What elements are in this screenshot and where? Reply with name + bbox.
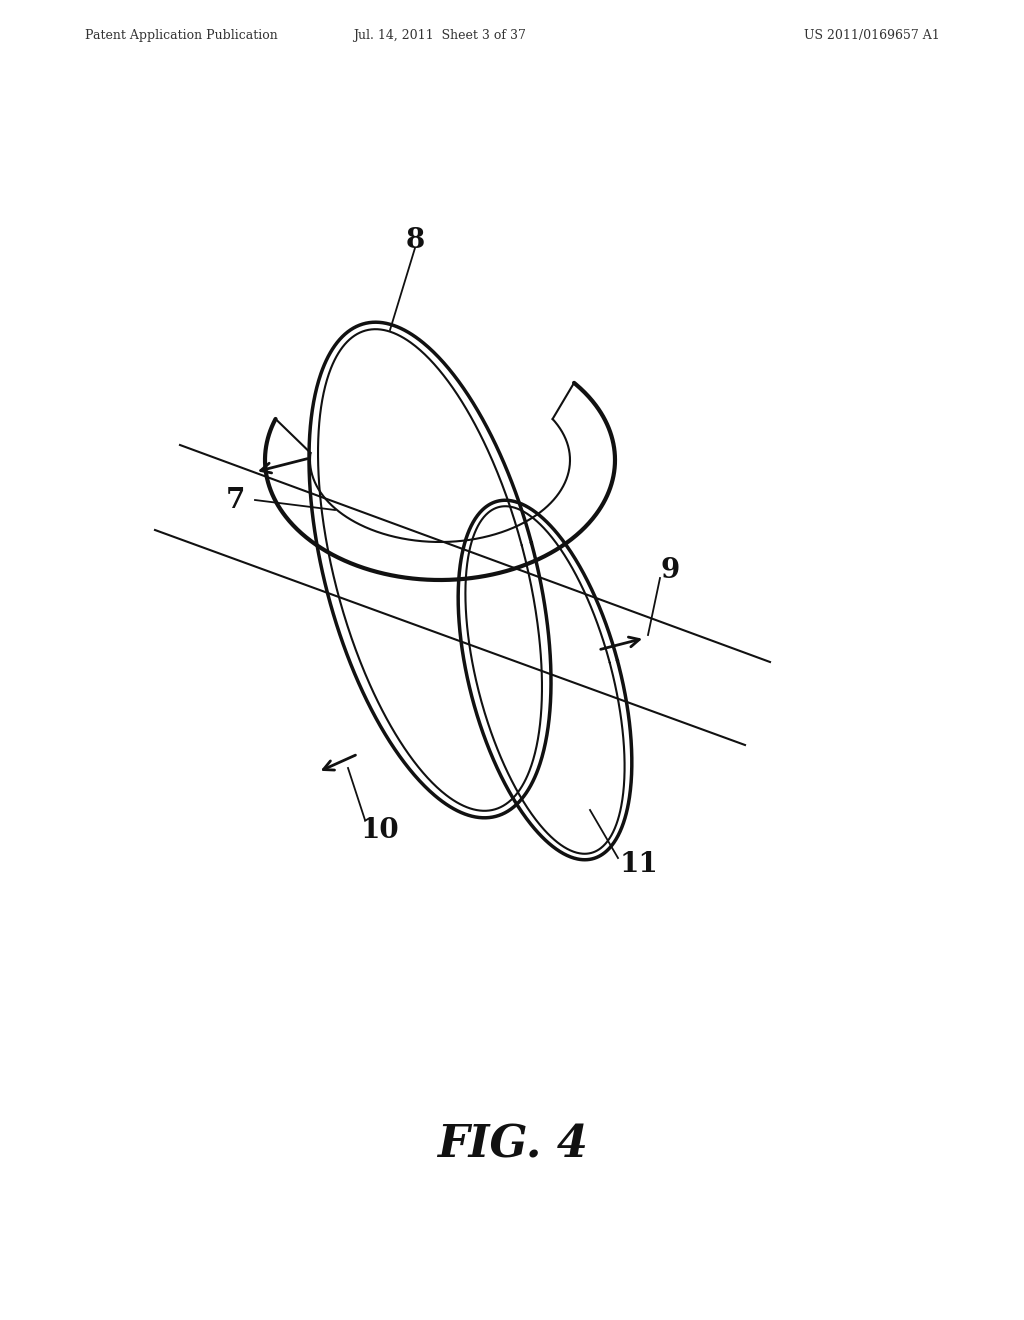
Text: 7: 7	[225, 487, 245, 513]
Text: Jul. 14, 2011  Sheet 3 of 37: Jul. 14, 2011 Sheet 3 of 37	[353, 29, 526, 41]
Text: 10: 10	[360, 817, 399, 843]
Text: 11: 11	[620, 851, 658, 879]
Text: US 2011/0169657 A1: US 2011/0169657 A1	[804, 29, 940, 41]
Text: Patent Application Publication: Patent Application Publication	[85, 29, 278, 41]
Text: 8: 8	[406, 227, 425, 253]
Text: 9: 9	[660, 557, 680, 583]
Text: FIG. 4: FIG. 4	[436, 1123, 588, 1167]
